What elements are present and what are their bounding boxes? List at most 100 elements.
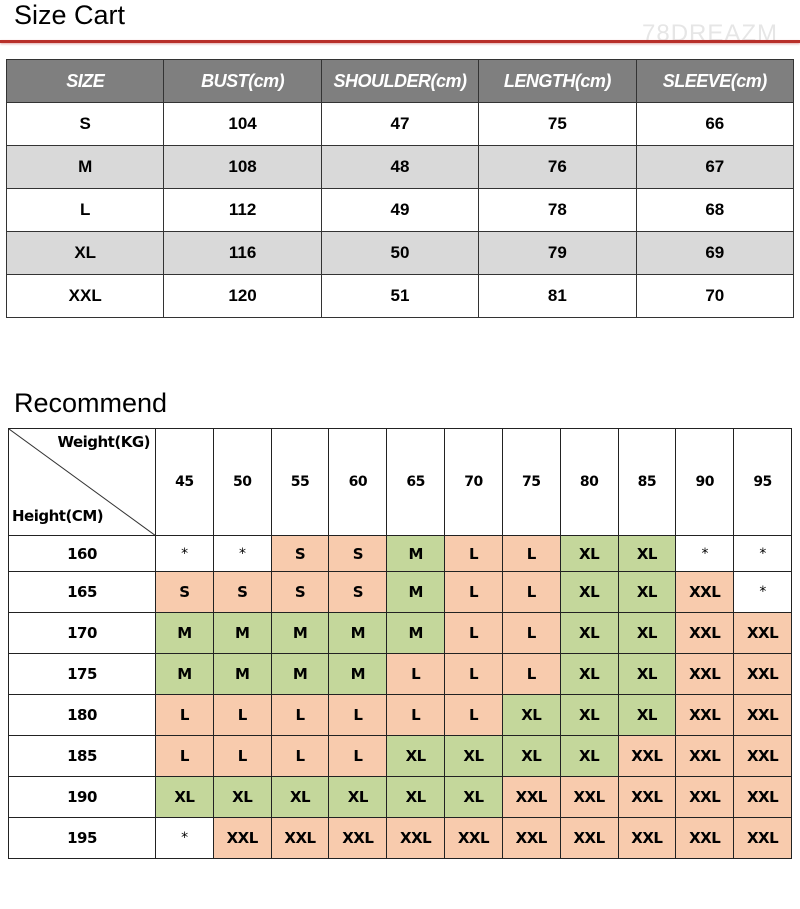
size-chart-header-cell: LENGTH(cm): [478, 59, 637, 103]
recommend-size-cell: L: [501, 571, 561, 613]
weight-header-cell: 75: [501, 428, 561, 536]
recommend-size-cell: S: [270, 535, 330, 572]
height-header-cell: 180: [8, 694, 156, 736]
recommend-size-cell: XXL: [501, 776, 561, 818]
size-chart-title: Size Cart: [14, 0, 126, 30]
size-chart-table: SIZE BUST(cm) SHOULDER(cm) LENGTH(cm) SLEEVE…: [5, 59, 795, 318]
recommend-size-cell: XL: [328, 776, 388, 818]
size-chart-header-cell: SLEEVE(cm): [635, 59, 795, 103]
title-divider: [0, 40, 800, 43]
recommend-size-cell: XXL: [675, 612, 735, 654]
recommend-size-cell: L: [444, 694, 503, 736]
recommend-size-cell: L: [444, 535, 503, 572]
recommend-size-cell: M: [386, 571, 446, 613]
recommend-size-cell: XXL: [212, 817, 272, 859]
recommend-size-cell: L: [328, 694, 388, 736]
size-chart-header-cell: SHOULDER(cm): [320, 59, 480, 103]
recommend-size-cell: M: [212, 612, 272, 654]
size-chart-cell: 108: [163, 145, 322, 189]
size-chart-header-cell: SIZE: [5, 59, 165, 103]
size-chart-cell: 104: [163, 102, 322, 146]
recommend-title: Recommend: [14, 388, 168, 418]
recommend-size-cell: XXL: [559, 776, 619, 818]
recommend-size-cell: M: [155, 653, 214, 695]
recommend-size-cell: XXL: [444, 817, 503, 859]
recommend-size-cell: XL: [155, 776, 214, 818]
recommend-size-cell: *: [155, 535, 214, 572]
size-chart-row: XL 116 50 79 69: [5, 231, 795, 275]
weight-header-cell: 65: [386, 428, 446, 536]
recommend-size-cell: XXL: [386, 817, 446, 859]
recommend-size-cell: XL: [386, 735, 446, 777]
recommend-size-cell: M: [386, 612, 446, 654]
size-chart-cell: 120: [163, 274, 322, 318]
recommend-size-cell: XL: [444, 776, 503, 818]
recommend-size-cell: S: [212, 571, 272, 613]
recommend-size-cell: XXL: [675, 653, 735, 695]
recommend-size-cell: M: [270, 653, 330, 695]
weight-header-cell: 55: [270, 428, 330, 536]
watermark: 78DREAZM: [642, 20, 779, 47]
recommend-size-cell: M: [155, 612, 214, 654]
recommend-size-cell: M: [386, 535, 446, 572]
recommend-row: 175 M M M M L L L XL XL XXL XXL: [8, 653, 792, 695]
recommend-size-cell: XXL: [733, 817, 792, 859]
recommend-row: 190 XL XL XL XL XL XL XXL XXL XXL XXL XXL: [8, 776, 792, 818]
recommend-size-cell: *: [733, 571, 792, 613]
recommend-size-cell: L: [328, 735, 388, 777]
height-header-cell: 185: [8, 735, 156, 777]
recommend-size-cell: XL: [386, 776, 446, 818]
size-chart-cell: 116: [163, 231, 322, 275]
recommend-size-cell: L: [444, 612, 503, 654]
recommend-size-cell: L: [501, 535, 561, 572]
size-chart-cell: 48: [320, 145, 480, 189]
recommend-size-cell: *: [733, 535, 792, 572]
recommend-size-cell: XXL: [733, 612, 792, 654]
size-chart-cell: 78: [478, 188, 637, 232]
weight-axis-label: Weight(KG): [57, 433, 150, 451]
weight-header-cell: 50: [212, 428, 272, 536]
recommend-size-cell: S: [328, 535, 388, 572]
recommend-size-cell: XXL: [328, 817, 388, 859]
weight-header-cell: 80: [559, 428, 619, 536]
recommend-size-cell: L: [270, 735, 330, 777]
size-chart-cell: 112: [163, 188, 322, 232]
recommend-size-cell: XL: [617, 571, 677, 613]
size-chart-row: XXL 120 51 81 70: [5, 274, 795, 318]
recommend-size-cell: XL: [212, 776, 272, 818]
size-chart-header-cell: BUST(cm): [163, 59, 322, 103]
recommend-size-cell: XXL: [675, 776, 735, 818]
size-chart-cell: S: [5, 102, 165, 146]
corner-header: Weight(KG) Height(CM): [8, 428, 156, 536]
recommend-size-cell: XXL: [733, 694, 792, 736]
recommend-size-cell: L: [212, 735, 272, 777]
recommend-size-cell: M: [328, 612, 388, 654]
size-chart-cell: 67: [635, 145, 795, 189]
recommend-size-cell: XL: [559, 571, 619, 613]
recommend-size-cell: XL: [501, 735, 561, 777]
size-chart-cell: 49: [320, 188, 480, 232]
size-chart-cell: 50: [320, 231, 480, 275]
recommend-table: Weight(KG) Height(CM) 45 50 55 60 65 70 75 80 85…: [8, 428, 792, 859]
recommend-size-cell: XL: [617, 612, 677, 654]
size-chart-cell: 47: [320, 102, 480, 146]
size-chart-header-row: SIZE BUST(cm) SHOULDER(cm) LENGTH(cm) SLEEVE…: [5, 59, 795, 103]
size-chart-cell: 76: [478, 145, 637, 189]
recommend-size-cell: XL: [617, 653, 677, 695]
height-header-cell: 175: [8, 653, 156, 695]
recommend-size-cell: XXL: [675, 817, 735, 859]
recommend-size-cell: L: [386, 653, 446, 695]
diagonal-line: [9, 429, 155, 535]
weight-header-cell: 60: [328, 428, 388, 536]
recommend-size-cell: L: [270, 694, 330, 736]
recommend-size-cell: XXL: [617, 817, 677, 859]
size-chart-cell: 69: [635, 231, 795, 275]
weight-header-cell: 45: [155, 428, 214, 536]
size-chart-row: S 104 47 75 66: [5, 102, 795, 146]
size-chart-cell: XXL: [5, 274, 165, 318]
recommend-size-cell: M: [270, 612, 330, 654]
recommend-size-cell: XL: [617, 535, 677, 572]
recommend-size-cell: L: [155, 694, 214, 736]
size-chart-cell: L: [5, 188, 165, 232]
recommend-size-cell: XXL: [675, 571, 735, 613]
